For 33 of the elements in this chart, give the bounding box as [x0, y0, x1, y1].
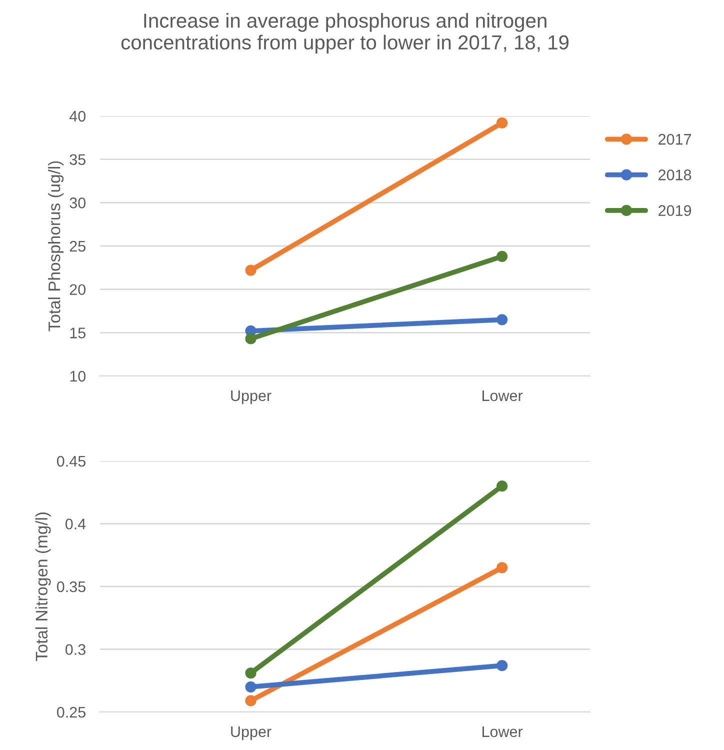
y-axis-title: Total Phosphorus (ug/l) [48, 161, 64, 332]
y-tick-label: 40 [69, 110, 86, 122]
y-tick-label: 25 [70, 240, 86, 252]
point [496, 562, 508, 574]
y-tick-label: 30 [70, 198, 86, 208]
point [245, 695, 256, 706]
y-tick-label: 0.3 [65, 644, 86, 655]
legend-label: 2019 [658, 205, 692, 216]
legend-label: 2018 [658, 170, 692, 180]
point [496, 660, 508, 672]
y-tick-label: 35 [70, 154, 86, 166]
y-tick-label: 0.4 [65, 518, 86, 530]
y-tick-label: 20 [70, 284, 86, 296]
y-tick-label: 10 [70, 370, 86, 382]
legend-label: 2017 [658, 134, 692, 145]
point [245, 333, 256, 344]
point [496, 250, 508, 262]
x-tick-label: Upper [231, 726, 272, 740]
y-tick-label: 15 [70, 328, 86, 338]
y-axis-title: Total Nitrogen (mg/l) [35, 512, 51, 662]
point [496, 314, 508, 326]
point [245, 264, 256, 276]
x-tick-label: Upper [231, 390, 272, 404]
point [496, 117, 508, 128]
y-tick-label: 0.35 [56, 581, 86, 592]
point [245, 668, 256, 679]
chart-title: Increase in average phosphorus and nitrogen concentrations from upper to lower in 2017, 18, 19 [121, 13, 569, 54]
point [245, 681, 256, 692]
y-tick-label: 0.45 [56, 456, 86, 467]
point [496, 480, 508, 492]
x-tick-label: Lower [482, 726, 523, 738]
y-tick-label: 0.25 [56, 706, 86, 718]
x-tick-label: Lower [482, 390, 523, 402]
